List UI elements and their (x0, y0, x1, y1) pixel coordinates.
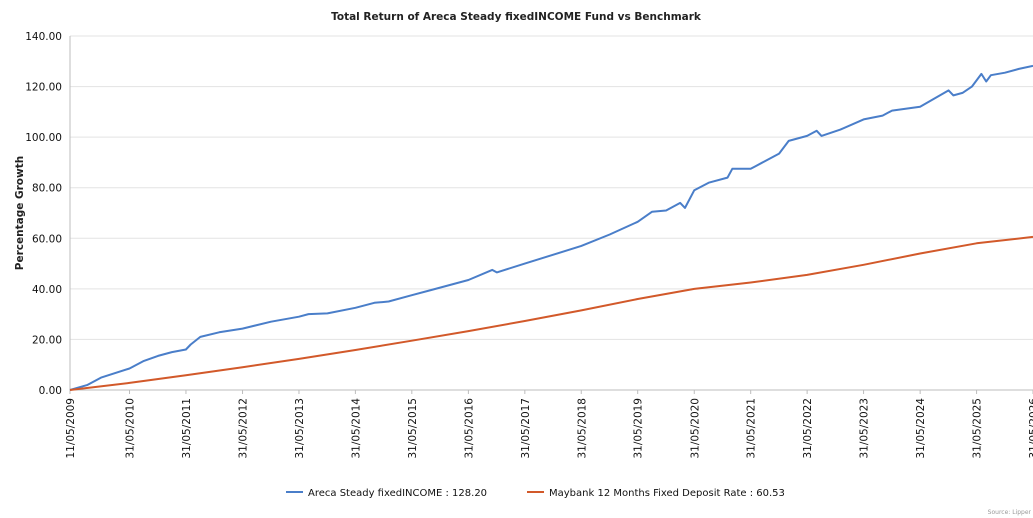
legend-label-1: Areca Steady fixedINCOME : 128.20 (308, 488, 487, 499)
y-tick-label: 120.00 (25, 82, 62, 94)
y-tick-label: 80.00 (32, 183, 62, 195)
legend-label-2: Maybank 12 Months Fixed Deposit Rate : 6… (549, 488, 785, 499)
series-line-1 (69, 64, 1033, 391)
x-tick-label: 31/05/2022 (802, 398, 814, 459)
x-tick-label: 31/05/2018 (576, 398, 588, 459)
axes (69, 36, 1033, 391)
x-tick-label: 31/05/2017 (520, 398, 532, 459)
y-axis-label: Percentage Growth (14, 156, 26, 270)
x-tick-label: 31/05/2010 (125, 398, 137, 459)
x-tick-label: 31/05/2020 (689, 398, 701, 459)
y-tick-label: 60.00 (32, 233, 62, 245)
x-tick-label: 31/05/2025 (972, 398, 984, 459)
x-axis-ticks: 11/05/2009 31/05/2010 31/05/2011 31/05/2012… (65, 390, 1033, 459)
chart-title: Total Return of Areca Steady fixedINCOME… (331, 11, 702, 23)
y-tick-label: 40.00 (32, 284, 62, 296)
x-tick-label: 31/05/2016 (463, 398, 475, 459)
series-line-2 (69, 235, 1033, 391)
source-note: Source: Lipper (988, 509, 1032, 516)
x-tick-label: 31/05/2026 (1028, 398, 1033, 459)
y-tick-label: 0.00 (39, 385, 62, 397)
x-tick-label: 31/05/2021 (746, 398, 758, 459)
legend: Areca Steady fixedINCOME : 128.20 Maybank… (286, 488, 785, 499)
x-tick-label: 31/05/2024 (915, 398, 927, 459)
y-tick-label: 140.00 (25, 31, 62, 43)
series-lines (69, 64, 1033, 391)
x-tick-label: 31/05/2015 (407, 398, 419, 459)
x-tick-label: 31/05/2019 (633, 398, 645, 459)
x-tick-label: 11/05/2009 (65, 398, 77, 459)
x-tick-label: 31/05/2014 (350, 398, 362, 459)
gridlines (70, 35, 1033, 391)
x-tick-label: 31/05/2011 (181, 398, 193, 459)
y-tick-label: 100.00 (25, 132, 62, 144)
x-tick-label: 31/05/2012 (238, 398, 250, 459)
y-tick-label: 20.00 (32, 334, 62, 346)
x-tick-label: 31/05/2023 (859, 398, 871, 459)
y-axis-ticks: 0.00 20.00 40.00 60.00 80.00 100.00 120.00 140.… (25, 31, 62, 397)
x-tick-label: 31/05/2013 (294, 398, 306, 459)
